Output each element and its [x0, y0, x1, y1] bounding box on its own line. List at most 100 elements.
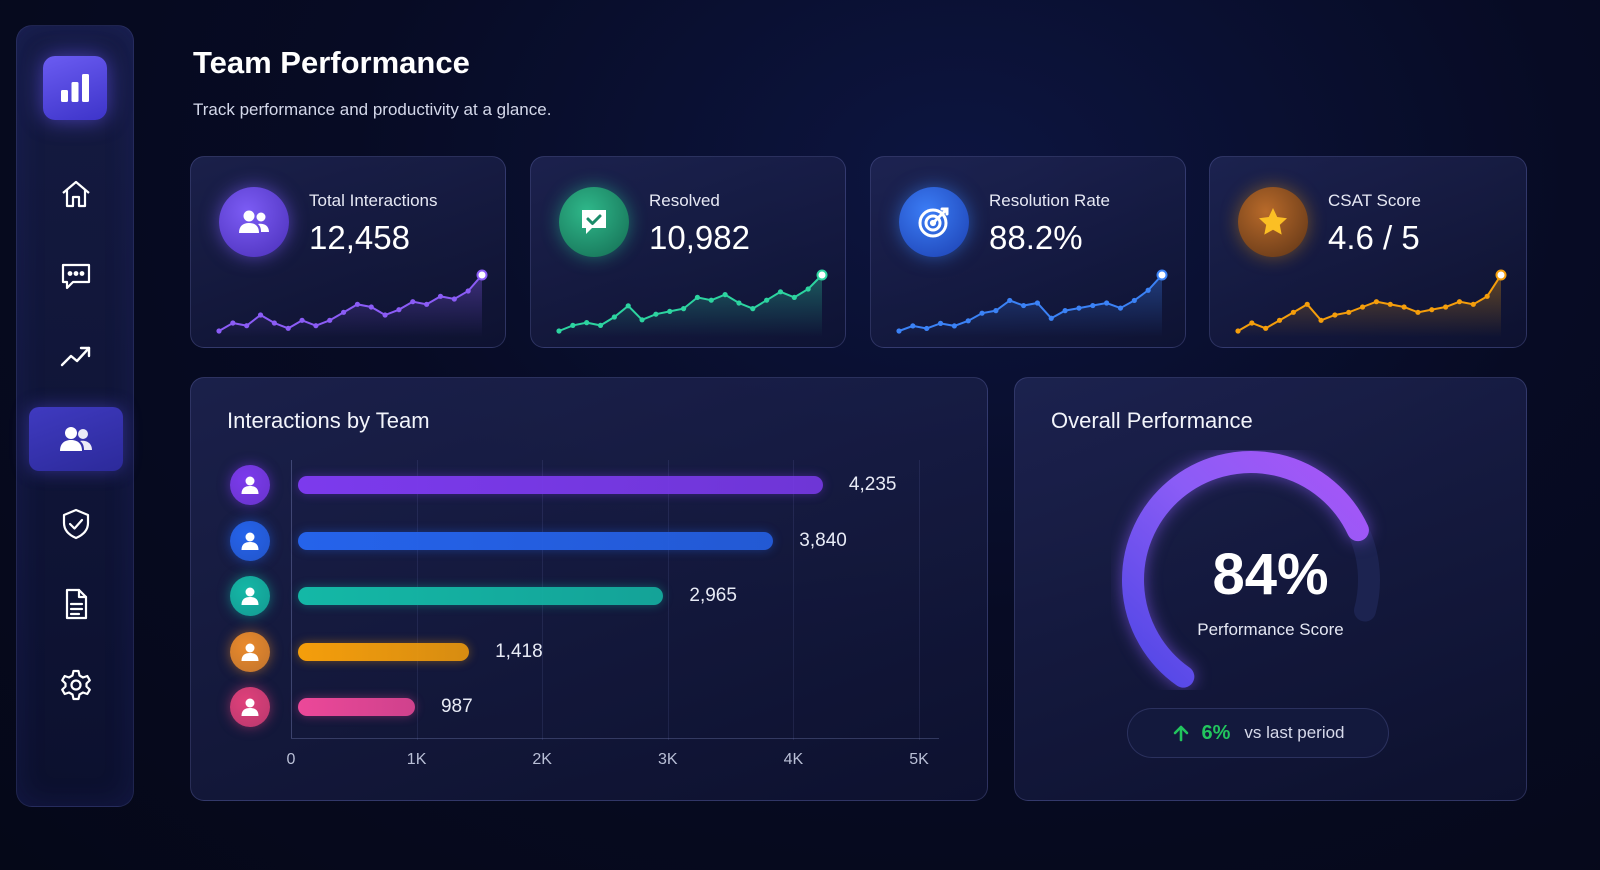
sparkline-point	[327, 317, 333, 323]
sparkline-point	[1090, 302, 1096, 309]
sparkline-point	[910, 323, 916, 329]
sparkline-point	[639, 317, 645, 323]
x-tick-label: 2K	[532, 751, 552, 768]
stat-card-resolved[interactable]: Resolved 10,982	[530, 156, 846, 348]
stat-label: CSAT Score	[1328, 191, 1421, 210]
sparkline-point	[653, 311, 659, 317]
sparkline-point	[625, 303, 631, 309]
sparkline-point	[1145, 287, 1151, 293]
sparkline-point	[1020, 302, 1027, 309]
sparkline-point	[1276, 317, 1283, 323]
sparkline-point	[570, 322, 576, 328]
sparkline	[896, 269, 1168, 337]
sidebar	[16, 25, 134, 807]
chat-icon	[61, 263, 91, 290]
user-avatar-icon	[230, 520, 270, 561]
bar[interactable]	[298, 698, 415, 716]
sparkline-point	[1076, 305, 1082, 311]
sparkline-point	[313, 323, 319, 329]
sidebar-item-security[interactable]	[29, 492, 123, 556]
sparkline-line	[558, 274, 823, 332]
bar[interactable]	[298, 642, 470, 661]
sparkline-point	[1062, 308, 1068, 314]
sparkline-point	[680, 306, 687, 312]
bar-value-label: 1,418	[495, 640, 543, 662]
app-logo[interactable]	[43, 56, 107, 120]
sparkline-point	[271, 320, 277, 326]
sparkline-line	[218, 274, 483, 332]
sparkline-point	[611, 314, 617, 320]
sparkline-point	[1034, 300, 1041, 306]
stat-card-total-interactions[interactable]: Total Interactions 12,458	[190, 156, 506, 348]
performance-gauge	[1122, 451, 1380, 688]
user-avatar-icon	[230, 631, 270, 672]
sparkline-point	[556, 328, 562, 334]
sparkline-point	[924, 325, 930, 332]
sparkline-point	[965, 318, 971, 324]
sidebar-item-settings[interactable]	[29, 653, 123, 717]
trend-value: 6%	[1201, 721, 1231, 744]
stat-card-resolution-rate[interactable]: Resolution Rate 88.2%	[870, 156, 1186, 348]
x-tick-label: 0	[286, 751, 296, 768]
sparkline-point	[1117, 305, 1124, 311]
trend-text: vs last period	[1244, 723, 1345, 742]
target-icon	[899, 187, 969, 257]
bar-value-label: 2,965	[689, 585, 737, 606]
sparkline-point	[896, 328, 902, 334]
page-subtitle: Track performance and productivity at a …	[193, 100, 552, 119]
sparkline-point	[597, 322, 604, 328]
user-avatar-icon	[230, 687, 270, 727]
sidebar-item-team[interactable]	[29, 407, 123, 471]
stat-label: Resolution Rate	[989, 191, 1110, 210]
sidebar-item-documents[interactable]	[29, 572, 123, 636]
document-icon	[65, 588, 88, 620]
sparkline-point	[750, 306, 756, 312]
user-avatar-icon	[230, 576, 270, 616]
x-tick-label: 4K	[783, 751, 804, 768]
bar[interactable]	[298, 531, 774, 550]
stat-label: Resolved	[649, 191, 720, 210]
performance-score-value: 84%	[1212, 542, 1329, 607]
bar[interactable]	[298, 476, 823, 494]
stat-value: 88.2%	[989, 219, 1083, 256]
sparkline-point	[1359, 304, 1366, 310]
sparkline-point	[1249, 320, 1255, 326]
sparkline-area	[219, 275, 482, 337]
sparkline-point	[1007, 297, 1013, 304]
sidebar-item-messages[interactable]	[29, 244, 123, 308]
sparkline-point	[1156, 269, 1168, 281]
sidebar-item-analytics[interactable]	[29, 324, 123, 388]
sparkline-area	[899, 275, 1162, 337]
sparkline-point	[722, 292, 728, 298]
sparkline-area	[559, 275, 822, 337]
sparkline-point	[1456, 299, 1463, 305]
bar[interactable]	[298, 587, 664, 605]
stat-value: 12,458	[309, 219, 410, 256]
sparkline-point	[1495, 269, 1507, 281]
sparkline-point	[368, 304, 374, 310]
sparkline-point	[979, 310, 985, 316]
sparkline-point	[777, 289, 784, 295]
stat-card-csat-score[interactable]: CSAT Score 4.6 / 5	[1209, 156, 1527, 348]
x-tick-label: 3K	[658, 751, 678, 768]
sparkline-point	[791, 294, 797, 300]
sparkline-point	[993, 308, 999, 314]
star-icon	[1238, 187, 1308, 257]
performance-score-label: Performance Score	[1197, 620, 1344, 639]
sidebar-item-home[interactable]	[29, 162, 123, 226]
sparkline	[556, 269, 828, 337]
sparkline-point	[1104, 300, 1110, 306]
gridline	[667, 460, 669, 740]
shield-check-icon	[62, 508, 90, 540]
bar-chart-icon	[61, 74, 89, 102]
sparkline-point	[437, 293, 444, 299]
sparkline-point	[354, 301, 361, 307]
sparkline-point	[1387, 301, 1393, 307]
user-avatar-icon	[230, 465, 270, 505]
sparkline-point	[424, 301, 430, 307]
sparkline-point	[1290, 309, 1296, 315]
sparkline-point	[216, 328, 222, 334]
sparkline-point	[805, 286, 811, 292]
panel-title: Interactions by Team	[227, 408, 430, 433]
gear-icon	[61, 669, 91, 701]
